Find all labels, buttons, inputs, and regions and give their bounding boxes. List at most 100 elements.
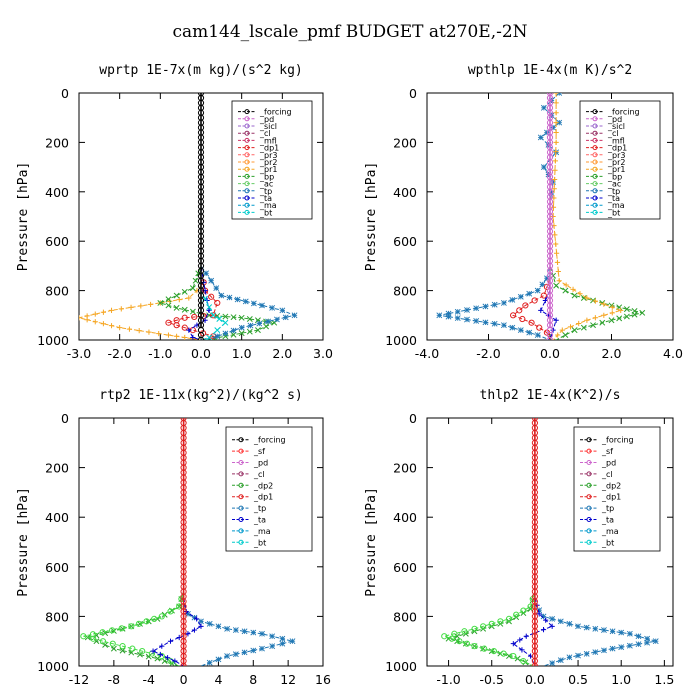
point-marker: [213, 285, 220, 292]
point-marker: [618, 644, 625, 651]
point-marker: [517, 327, 524, 334]
point-marker: [224, 653, 231, 659]
point-marker: [448, 635, 455, 642]
y-tick-label: 200: [45, 135, 69, 150]
x-tick-label: 4.0: [663, 346, 683, 361]
legend-label: _pd: [607, 115, 622, 124]
point-marker: [167, 638, 174, 644]
series-line-tp: [439, 93, 560, 340]
point-marker: [536, 607, 543, 614]
legend-marker: [592, 209, 598, 215]
point-marker: [192, 277, 199, 284]
legend-marker: [244, 166, 250, 172]
point-marker: [259, 302, 265, 309]
point-marker: [563, 282, 569, 288]
point-marker: [129, 645, 136, 652]
point-marker: [161, 658, 168, 664]
legend-marker: [592, 109, 598, 115]
point-marker: [601, 647, 607, 654]
point-marker: [194, 616, 200, 622]
y-tick-label: 800: [393, 284, 417, 299]
point-marker: [553, 100, 559, 106]
point-marker: [167, 608, 174, 615]
legend-label: _dp2: [601, 481, 621, 490]
point-marker: [165, 296, 172, 303]
point-marker: [623, 313, 630, 320]
point-marker: [238, 314, 245, 321]
point-marker: [214, 299, 221, 307]
point-marker: [186, 295, 192, 301]
legend-marker: [592, 159, 598, 165]
legend-marker: [238, 494, 244, 500]
x-tick-label: -0.5: [480, 672, 504, 687]
point-marker: [181, 306, 188, 313]
point-marker: [451, 630, 458, 637]
legend-marker: [238, 539, 244, 545]
point-marker: [250, 647, 257, 654]
legend-marker: [244, 188, 250, 194]
point-marker: [259, 645, 265, 652]
point-marker: [566, 620, 573, 627]
legend-label: _pr1: [259, 165, 277, 174]
x-tick-label: -1.0: [148, 346, 172, 361]
y-axis-label: Pressure [hPa]: [16, 487, 31, 597]
point-marker: [151, 615, 158, 622]
y-tick-label: 1000: [385, 659, 417, 674]
point-marker: [456, 638, 463, 645]
series-line-pr1: [79, 93, 202, 340]
point-marker: [254, 327, 261, 334]
legend-label: _sicl: [607, 122, 625, 131]
y-tick-label: 800: [393, 609, 417, 624]
point-marker: [172, 658, 178, 664]
point-marker: [527, 603, 534, 610]
x-tick-label: -8: [108, 672, 121, 687]
legend-marker: [244, 173, 250, 179]
point-marker: [552, 232, 558, 238]
point-marker: [635, 641, 642, 648]
y-tick-label: 200: [393, 135, 417, 150]
legend-label: _ta: [601, 516, 614, 525]
point-marker: [506, 653, 512, 660]
point-marker: [505, 615, 513, 622]
point-marker: [441, 633, 448, 640]
legend-marker: [586, 471, 592, 477]
point-marker: [246, 328, 253, 335]
point-marker: [539, 281, 546, 288]
point-marker: [269, 304, 276, 311]
series-group: [436, 93, 646, 340]
y-tick-label: 0: [409, 411, 417, 426]
point-marker: [471, 625, 478, 632]
point-marker: [635, 633, 642, 640]
y-tick-label: 200: [393, 461, 417, 476]
point-marker: [128, 623, 135, 630]
legend-marker: [244, 195, 250, 201]
y-tick-label: 0: [61, 411, 69, 426]
point-marker: [482, 319, 489, 326]
point-marker: [241, 628, 248, 635]
point-marker: [279, 635, 286, 642]
point-marker: [464, 307, 470, 313]
point-marker: [250, 629, 257, 636]
legend-marker: [586, 482, 592, 488]
legend-box: [573, 426, 661, 552]
point-marker: [191, 614, 198, 621]
point-marker: [473, 305, 480, 312]
legend-label: _pr2: [607, 158, 625, 167]
point-marker: [291, 312, 298, 319]
point-marker: [206, 620, 213, 627]
x-tick-label: -4: [142, 672, 155, 687]
point-marker: [185, 631, 191, 637]
point-marker: [549, 660, 556, 666]
legend-marker: [592, 195, 598, 201]
x-tick-label: -3.0: [67, 346, 91, 361]
legend: _forcing _sf _pd _cl _dp2 _dp1 _tp _ta _ma _bt: [573, 426, 661, 552]
point-marker: [117, 325, 123, 331]
point-marker: [102, 641, 109, 648]
point-marker: [181, 314, 188, 321]
point-marker: [181, 288, 188, 295]
point-marker: [210, 312, 217, 319]
point-marker: [99, 638, 107, 645]
legend-label: _ma: [601, 527, 619, 536]
point-marker: [580, 295, 587, 301]
point-marker: [551, 186, 557, 192]
